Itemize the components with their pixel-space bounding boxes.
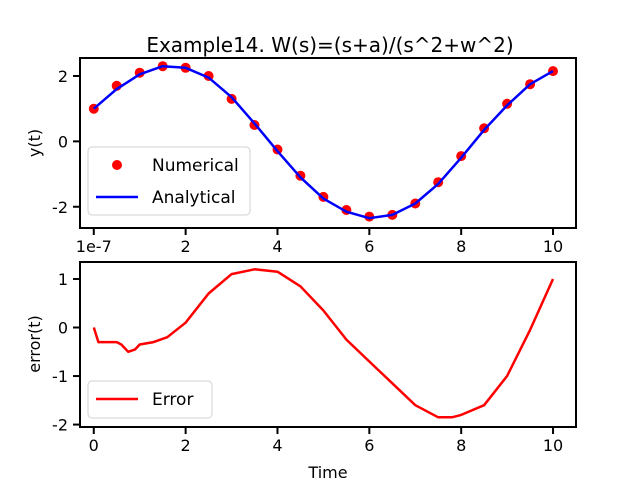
bottom-legend: Error	[87, 380, 213, 419]
top-plot-frame	[79, 57, 577, 229]
bottom-x-tick-label: 8	[456, 436, 466, 455]
top-x-tick-label: 6	[364, 237, 374, 256]
bottom-x-axis-label: Time	[307, 463, 347, 480]
bottom-x-tick-label: 4	[272, 436, 282, 455]
top-series	[88, 61, 558, 222]
bottom-x-tick-label: 2	[181, 436, 191, 455]
top-x-tick-label: 8	[456, 237, 466, 256]
top-y-tick-label: 0	[58, 132, 68, 151]
bottom-subplot: error(t) Time 0 2 4 6 8 10 -2 -1 0 1 Error	[25, 261, 577, 480]
bottom-y-tick-label: -2	[52, 416, 68, 435]
legend-numerical-label: Numerical	[152, 156, 239, 176]
top-x-tick-label: 2	[181, 237, 191, 256]
legend-analytical-label: Analytical	[152, 188, 235, 208]
top-subplot: Example14. W(s)=(s+a)/(s^2+w^2) y(t) 1e-…	[25, 33, 577, 256]
error-series-line	[92, 268, 555, 419]
bottom-series	[92, 268, 555, 419]
analytical-series-line	[92, 64, 554, 220]
top-x-tick-label: 1e-7	[76, 237, 112, 256]
top-x-tick-label: 4	[272, 237, 282, 256]
bottom-x-tick-label: 0	[89, 436, 99, 455]
bottom-y-tick-label: 0	[58, 319, 68, 338]
bottom-legend-box	[87, 380, 213, 419]
bottom-y-tick-label: -1	[52, 367, 68, 386]
chart-title: Example14. W(s)=(s+a)/(s^2+w^2)	[146, 33, 513, 57]
top-ticks: 1e-7 2 4 6 8 10 -2 0 2	[52, 67, 563, 256]
top-legend: Numerical Analytical	[87, 146, 251, 216]
top-y-tick-label: 2	[58, 67, 68, 86]
top-y-axis-label: y(t)	[25, 129, 44, 157]
bottom-x-tick-label: 6	[364, 436, 374, 455]
bottom-x-tick-label: 10	[543, 436, 563, 455]
legend-numerical-marker	[112, 160, 122, 170]
top-y-tick-label: -2	[52, 198, 68, 217]
bottom-y-axis-label: error(t)	[25, 315, 44, 373]
bottom-y-tick-label: 1	[58, 270, 68, 289]
legend-error-label: Error	[152, 390, 193, 410]
top-x-tick-label: 10	[543, 237, 563, 256]
bottom-ticks: 0 2 4 6 8 10 -2 -1 0 1	[52, 270, 563, 455]
bottom-plot-frame	[79, 261, 577, 428]
